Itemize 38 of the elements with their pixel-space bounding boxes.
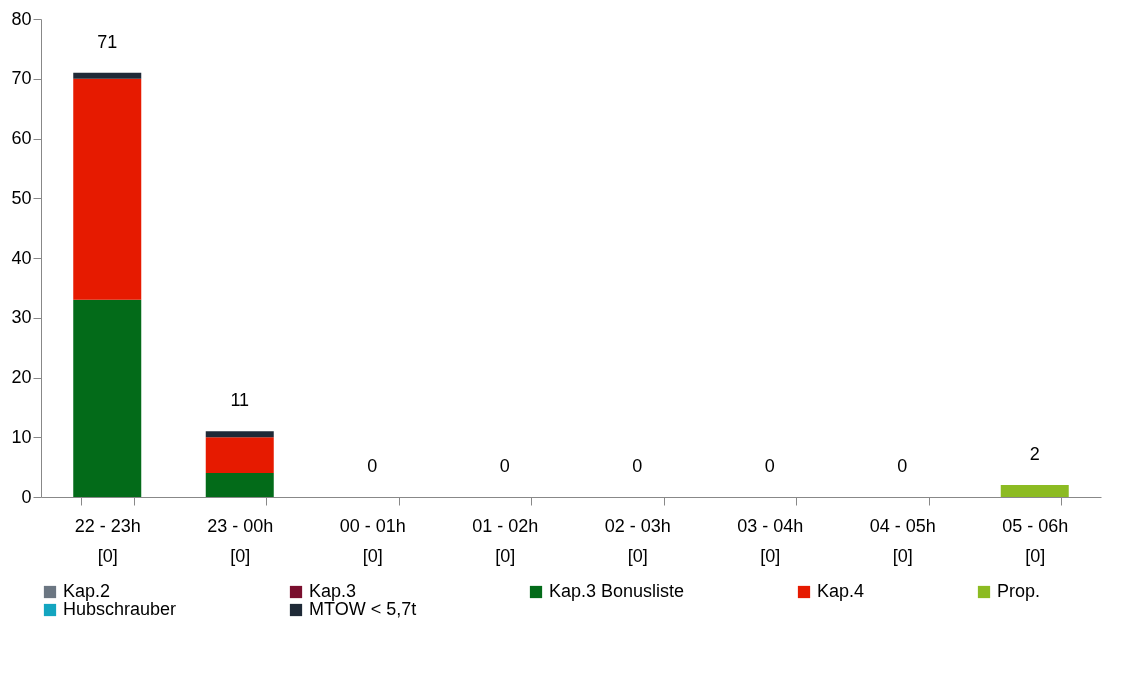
bar [73, 72, 142, 79]
y-tick-label: 80 [11, 8, 32, 29]
bar [1000, 485, 1069, 497]
total-label: 11 [230, 390, 250, 411]
total-label: 0 [764, 456, 775, 476]
legend-label: Kap.3 [309, 581, 357, 601]
bar [73, 299, 142, 497]
legend-label: Kap.4 [817, 581, 865, 601]
x-tick-label: 01 - 02h [0] [472, 515, 539, 566]
x-tick-label: 22 - 23h [0] [74, 515, 141, 566]
bar [205, 437, 274, 474]
bar [205, 473, 274, 497]
legend-label: Prop. [997, 581, 1041, 601]
y-tick-label: 70 [11, 68, 32, 89]
y-tick-label: 60 [11, 128, 32, 148]
y-tick-label: 40 [11, 247, 32, 268]
y-tick-label: 0 [21, 486, 32, 507]
total-label: 0 [897, 456, 908, 476]
total-label: 0 [367, 456, 378, 476]
x-tick-label: 03 - 04h [0] [737, 515, 804, 566]
x-tick-label: 05 - 06h [0] [1002, 515, 1069, 566]
bar [205, 431, 274, 438]
total-label: 71 [97, 31, 118, 52]
x-tick-label: 02 - 03h [0] [604, 515, 671, 566]
x-tick-label: 00 - 01h [0] [339, 515, 406, 566]
legend-label: Kap.3 Bonusliste [549, 581, 685, 601]
bar [73, 78, 142, 300]
y-tick-label: 20 [11, 367, 32, 387]
y-tick-label: 30 [11, 307, 32, 328]
legend-label: Kap.2 [63, 581, 111, 601]
x-tick-label: 04 - 05h [0] [869, 515, 936, 566]
y-tick-label: 10 [11, 426, 32, 447]
x-tick-label: 23 - 00h [0] [207, 515, 274, 566]
legend-label: Hubschrauber [63, 599, 177, 619]
total-label: 0 [499, 456, 510, 476]
total-label: 0 [632, 456, 643, 476]
total-label: 2 [1029, 444, 1040, 465]
y-tick-label: 50 [11, 187, 32, 208]
